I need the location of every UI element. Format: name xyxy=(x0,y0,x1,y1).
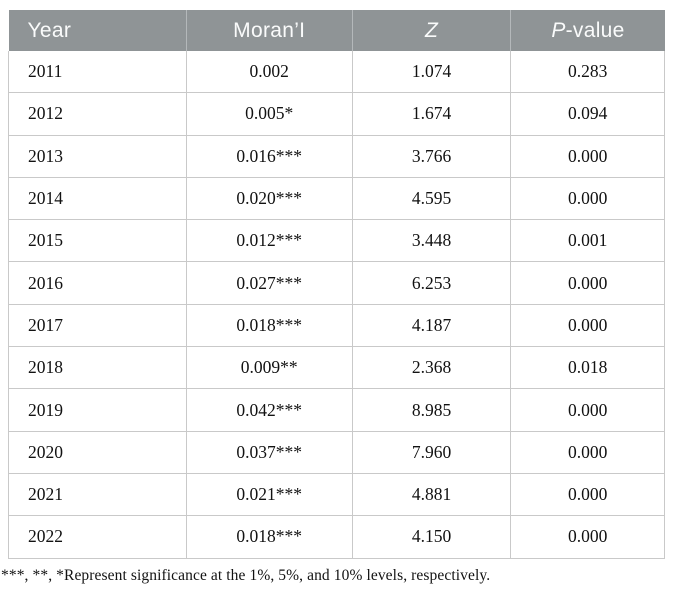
cell-p-value: 0.000 xyxy=(510,134,665,178)
cell-z: 1.674 xyxy=(351,92,512,136)
cell-moran: 0.027*** xyxy=(185,261,353,305)
cell-year: 2021 xyxy=(8,472,187,517)
cell-z: 2.368 xyxy=(351,346,512,390)
moran-statistics-table: Year Moran’I Z P-value 2011 0.002 1.074 … xyxy=(8,10,665,559)
cell-p-value: 0.000 xyxy=(510,303,665,348)
cell-p-value: 0.000 xyxy=(510,261,665,305)
cell-p-value: 0.000 xyxy=(510,430,665,474)
cell-moran: 0.018*** xyxy=(185,303,353,348)
header-row: Year Moran’I Z P-value xyxy=(8,10,665,51)
table-row: 2020 0.037*** 7.960 0.000 xyxy=(8,430,665,474)
column-header-p-value: P-value xyxy=(510,10,665,51)
cell-z: 3.448 xyxy=(351,219,512,263)
cell-moran: 0.005* xyxy=(185,92,353,136)
column-header-moran-i: Moran’I xyxy=(185,10,353,51)
table-row: 2013 0.016*** 3.766 0.000 xyxy=(8,134,665,178)
table-row: 2012 0.005* 1.674 0.094 xyxy=(8,92,665,136)
p-value-rest-part: -value xyxy=(565,18,625,42)
cell-z: 1.074 xyxy=(351,51,512,94)
table-body: 2011 0.002 1.074 0.283 2012 0.005* 1.674… xyxy=(8,51,665,559)
cell-moran: 0.002 xyxy=(185,51,353,94)
cell-p-value: 0.018 xyxy=(510,346,665,390)
table-row: 2018 0.009** 2.368 0.018 xyxy=(8,346,665,390)
table-row: 2019 0.042*** 8.985 0.000 xyxy=(8,388,665,432)
cell-p-value: 0.000 xyxy=(510,176,665,221)
cell-z: 3.766 xyxy=(351,134,512,178)
cell-moran: 0.020*** xyxy=(185,176,353,221)
cell-year: 2016 xyxy=(8,261,187,305)
cell-p-value: 0.000 xyxy=(510,472,665,517)
paper-table-figure: Year Moran’I Z P-value 2011 0.002 1.074 … xyxy=(1,10,665,584)
table-row: 2021 0.021*** 4.881 0.000 xyxy=(8,472,665,517)
cell-moran: 0.009** xyxy=(185,346,353,390)
cell-z: 8.985 xyxy=(351,388,512,432)
table-footnote: ***, **, *Represent significance at the … xyxy=(1,566,491,584)
cell-moran: 0.021*** xyxy=(185,472,353,517)
cell-z: 4.187 xyxy=(351,303,512,348)
table-row: 2017 0.018*** 4.187 0.000 xyxy=(8,303,665,348)
table-row: 2011 0.002 1.074 0.283 xyxy=(8,51,665,94)
cell-moran: 0.012*** xyxy=(185,219,353,263)
cell-year: 2020 xyxy=(8,430,187,474)
cell-moran: 0.037*** xyxy=(185,430,353,474)
cell-moran: 0.042*** xyxy=(185,388,353,432)
cell-year: 2014 xyxy=(8,176,187,221)
cell-year: 2019 xyxy=(8,388,187,432)
cell-year: 2017 xyxy=(8,303,187,348)
cell-year: 2018 xyxy=(8,346,187,390)
cell-p-value: 0.001 xyxy=(510,219,665,263)
table-header: Year Moran’I Z P-value xyxy=(8,10,665,51)
cell-z: 7.960 xyxy=(351,430,512,474)
table-row: 2014 0.020*** 4.595 0.000 xyxy=(8,176,665,221)
cell-p-value: 0.000 xyxy=(510,515,665,559)
column-header-z: Z xyxy=(351,10,511,51)
column-header-year: Year xyxy=(8,10,187,51)
cell-year: 2011 xyxy=(8,51,187,94)
table-row: 2015 0.012*** 3.448 0.001 xyxy=(8,219,665,263)
cell-year: 2022 xyxy=(8,515,187,559)
cell-z: 4.595 xyxy=(351,176,512,221)
cell-moran: 0.018*** xyxy=(185,515,353,559)
table-row: 2022 0.018*** 4.150 0.000 xyxy=(8,515,665,559)
cell-moran: 0.016*** xyxy=(185,134,353,178)
cell-p-value: 0.000 xyxy=(510,388,665,432)
p-value-italic-part: P xyxy=(551,18,566,42)
cell-z: 4.881 xyxy=(351,472,512,517)
cell-z: 4.150 xyxy=(351,515,512,559)
cell-p-value: 0.283 xyxy=(510,51,665,94)
cell-z: 6.253 xyxy=(351,261,512,305)
cell-p-value: 0.094 xyxy=(510,92,665,136)
cell-year: 2015 xyxy=(8,219,187,263)
cell-year: 2012 xyxy=(8,92,187,136)
table-row: 2016 0.027*** 6.253 0.000 xyxy=(8,261,665,305)
cell-year: 2013 xyxy=(8,134,187,178)
